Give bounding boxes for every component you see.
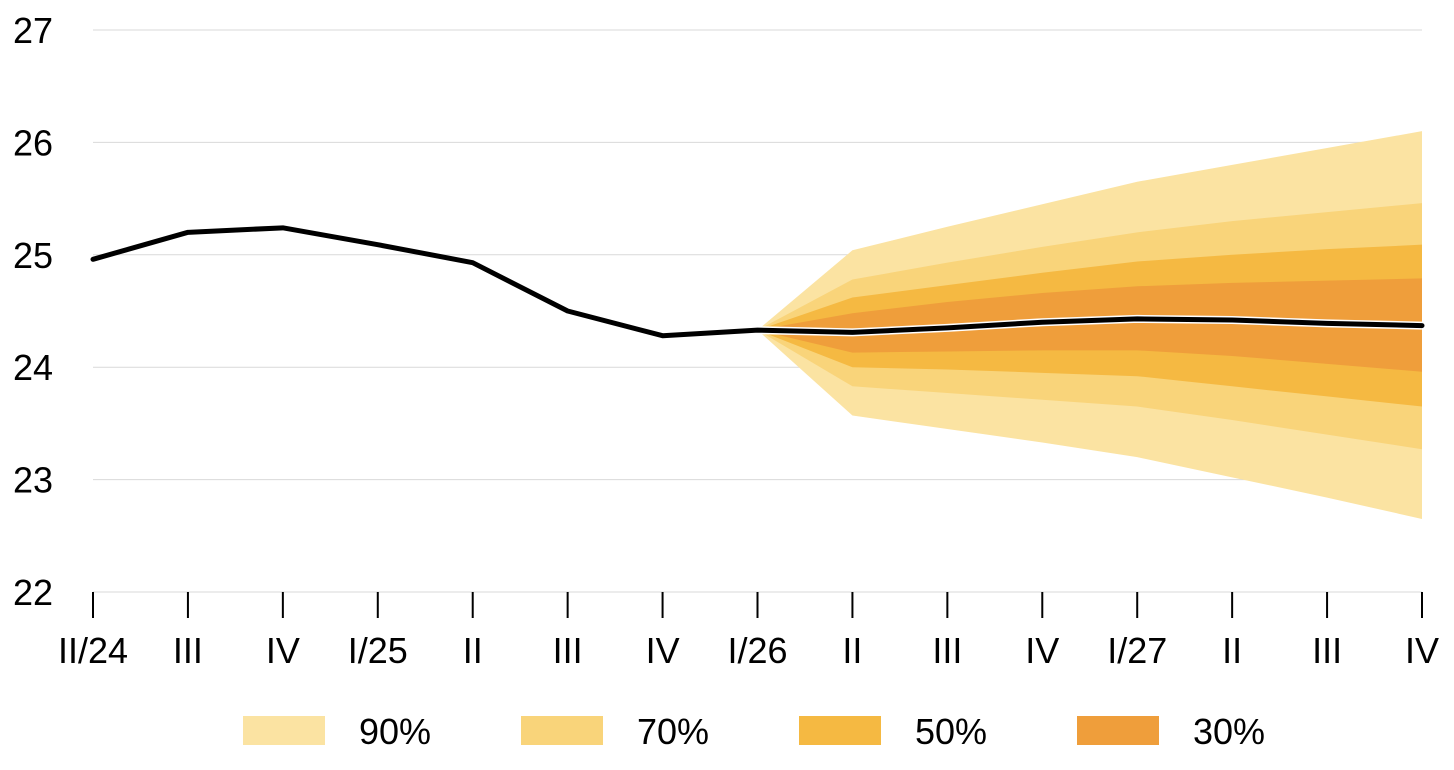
y-tick-label: 24: [13, 347, 53, 388]
legend-swatch-70pct: [521, 716, 603, 745]
grid-lines: [93, 29, 1422, 593]
y-tick-label: 26: [13, 122, 53, 163]
x-tick-label: I/26: [727, 630, 787, 671]
x-tick-label: IV: [1405, 630, 1439, 671]
legend-swatch-30pct: [1077, 716, 1159, 745]
legend-label: 90%: [359, 711, 431, 752]
x-tick-label: II: [1222, 630, 1242, 671]
band-30pct: [757, 278, 1422, 372]
legend-label: 70%: [637, 711, 709, 752]
x-tick-label: III: [932, 630, 962, 671]
y-tick-label: 25: [13, 235, 53, 276]
x-tick-label: IV: [646, 630, 680, 671]
x-tick-label: I/27: [1107, 630, 1167, 671]
x-tick-label: II: [463, 630, 483, 671]
y-tick-label: 27: [13, 10, 53, 51]
x-tick-label: IV: [266, 630, 300, 671]
x-tick-label: II/24: [58, 630, 128, 671]
x-axis: II/24 III IV I/25 II III IV I/26 II III IV I/27 II II…: [58, 592, 1439, 671]
legend-swatch-90pct: [243, 716, 325, 745]
central-projection: [90, 225, 1425, 339]
x-tick-label: III: [173, 630, 203, 671]
legend-label: 50%: [915, 711, 987, 752]
y-tick-label: 22: [13, 572, 53, 613]
x-tick-label: III: [553, 630, 583, 671]
x-tick-label: I/25: [348, 630, 408, 671]
y-axis-ticks: 22 23 24 25 26 27: [13, 10, 53, 613]
x-tick-label: II: [842, 630, 862, 671]
legend: 90% 70% 50% 30%: [243, 711, 1265, 752]
legend-swatch-50pct: [799, 716, 881, 745]
y-tick-label: 23: [13, 460, 53, 501]
fan-bands: [757, 131, 1422, 519]
x-tick-label: III: [1312, 630, 1342, 671]
legend-label: 30%: [1193, 711, 1265, 752]
x-tick-label: IV: [1025, 630, 1059, 671]
